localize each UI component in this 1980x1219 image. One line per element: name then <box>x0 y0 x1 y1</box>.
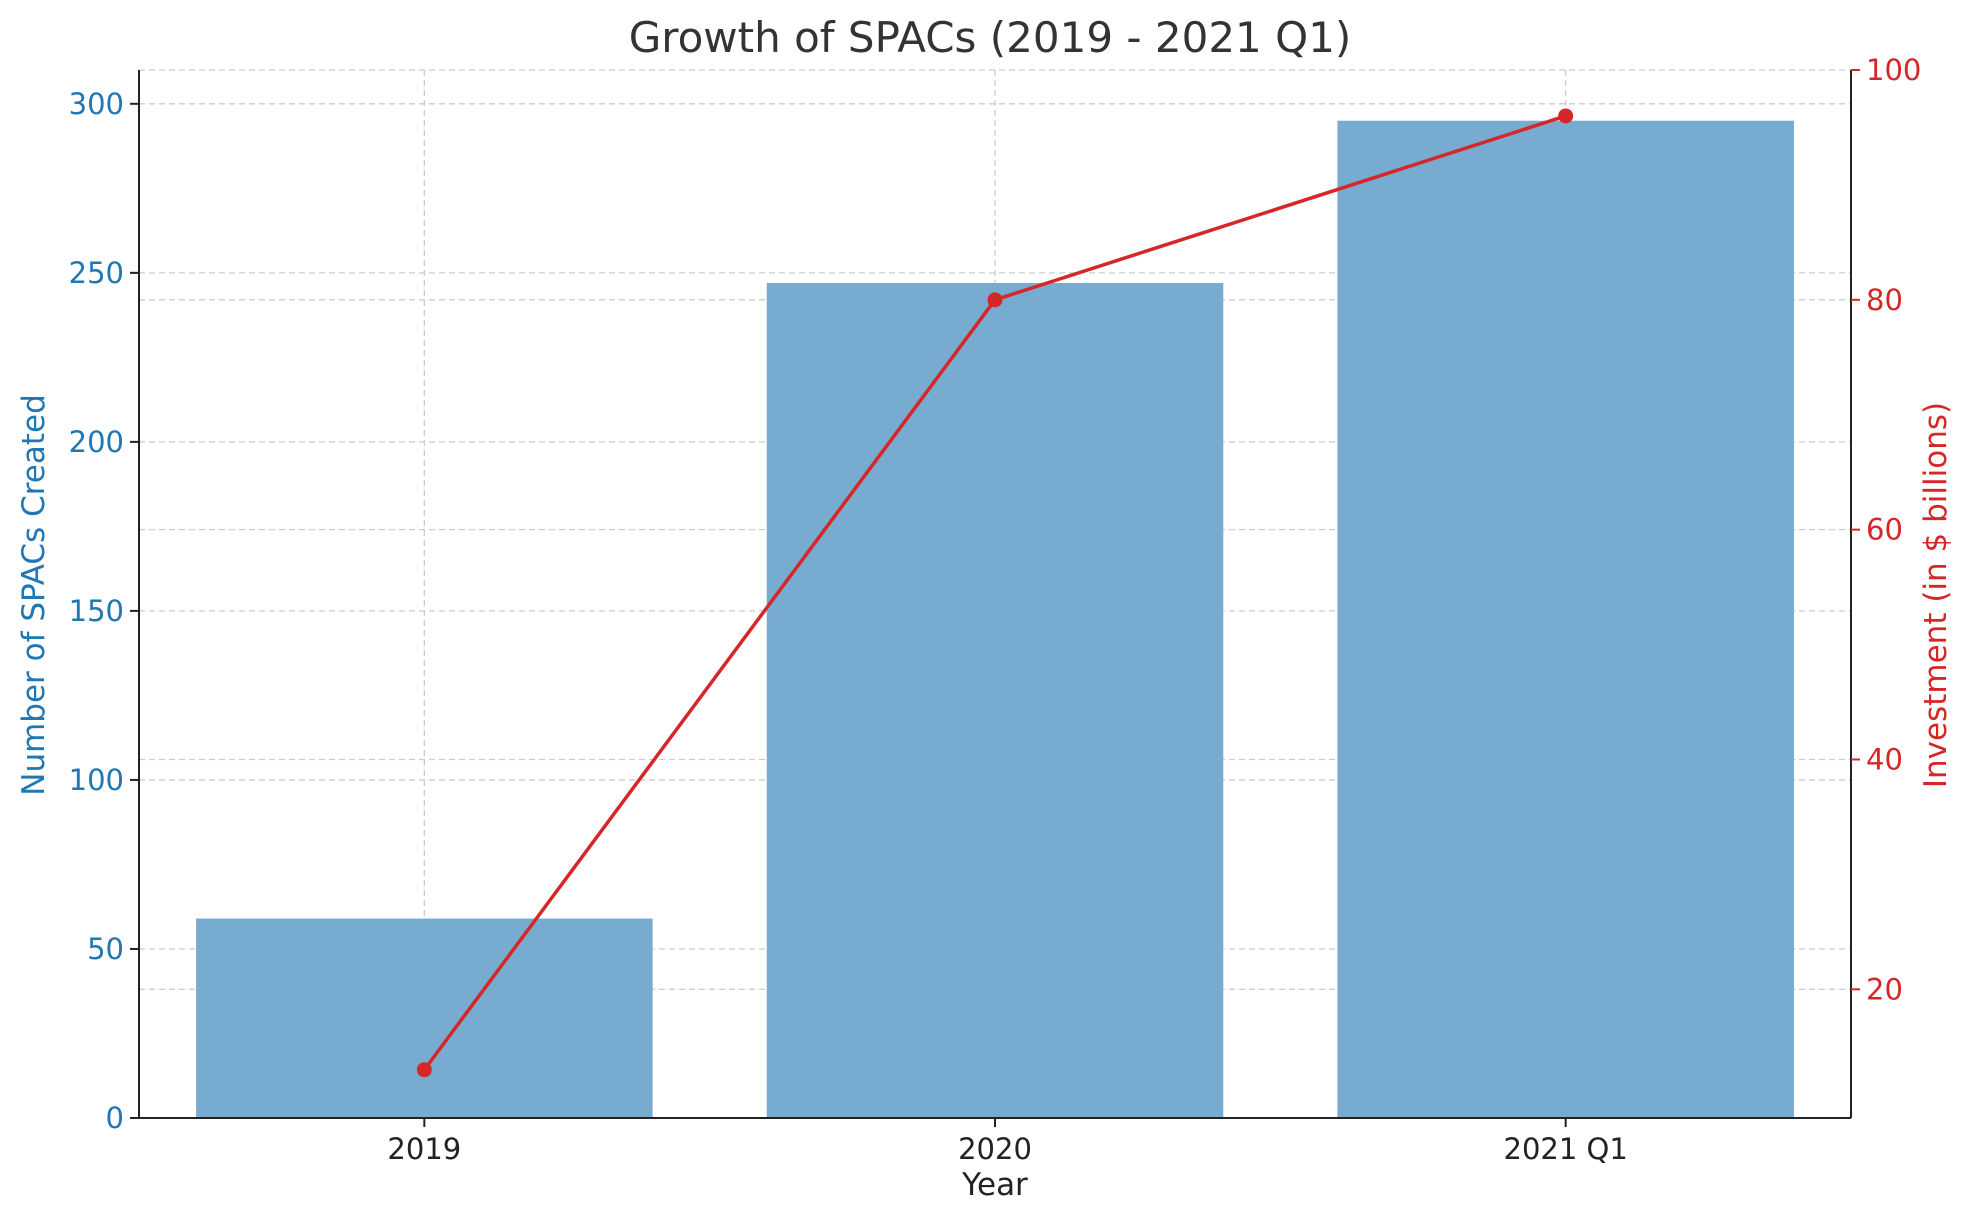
x-tick-label: 2020 <box>958 1132 1032 1166</box>
y-left-tick-label: 250 <box>69 256 124 290</box>
x-tick-label: 2021 Q1 <box>1504 1132 1628 1166</box>
y-right-tick-label: 100 <box>1866 53 1921 87</box>
y-left-tick-label: 0 <box>106 1101 124 1135</box>
line-point <box>987 292 1003 308</box>
line-point <box>416 1062 432 1078</box>
bar <box>766 282 1224 1118</box>
y-right-tick-label: 80 <box>1866 283 1903 317</box>
y-right-tick-label: 40 <box>1866 742 1903 776</box>
y-right-tick-label: 60 <box>1866 513 1903 547</box>
y-left-tick-label: 200 <box>69 425 124 459</box>
line-point <box>1558 108 1574 124</box>
x-axis-label: Year <box>961 1167 1028 1203</box>
y-left-tick-label: 100 <box>69 763 124 797</box>
chart-title: Growth of SPACs (2019 - 2021 Q1) <box>629 13 1352 62</box>
y-left-tick-label: 50 <box>87 932 124 966</box>
y-right-axis-label: Investment (in $ billions) <box>1918 402 1954 788</box>
bar <box>196 918 653 1118</box>
bar <box>1337 120 1794 1119</box>
line-series <box>416 108 1574 1078</box>
y-right-tick-label: 20 <box>1866 972 1903 1006</box>
axes: 0 50 100 150 200 250 300 20 40 60 80 100 2019 2020 202… <box>69 53 1922 1166</box>
bar-series <box>196 120 1794 1119</box>
y-left-tick-label: 150 <box>69 594 124 628</box>
y-left-axis-label: Number of SPACs Created <box>16 394 52 796</box>
x-tick-label: 2019 <box>387 1132 461 1166</box>
y-left-tick-label: 300 <box>69 87 124 121</box>
